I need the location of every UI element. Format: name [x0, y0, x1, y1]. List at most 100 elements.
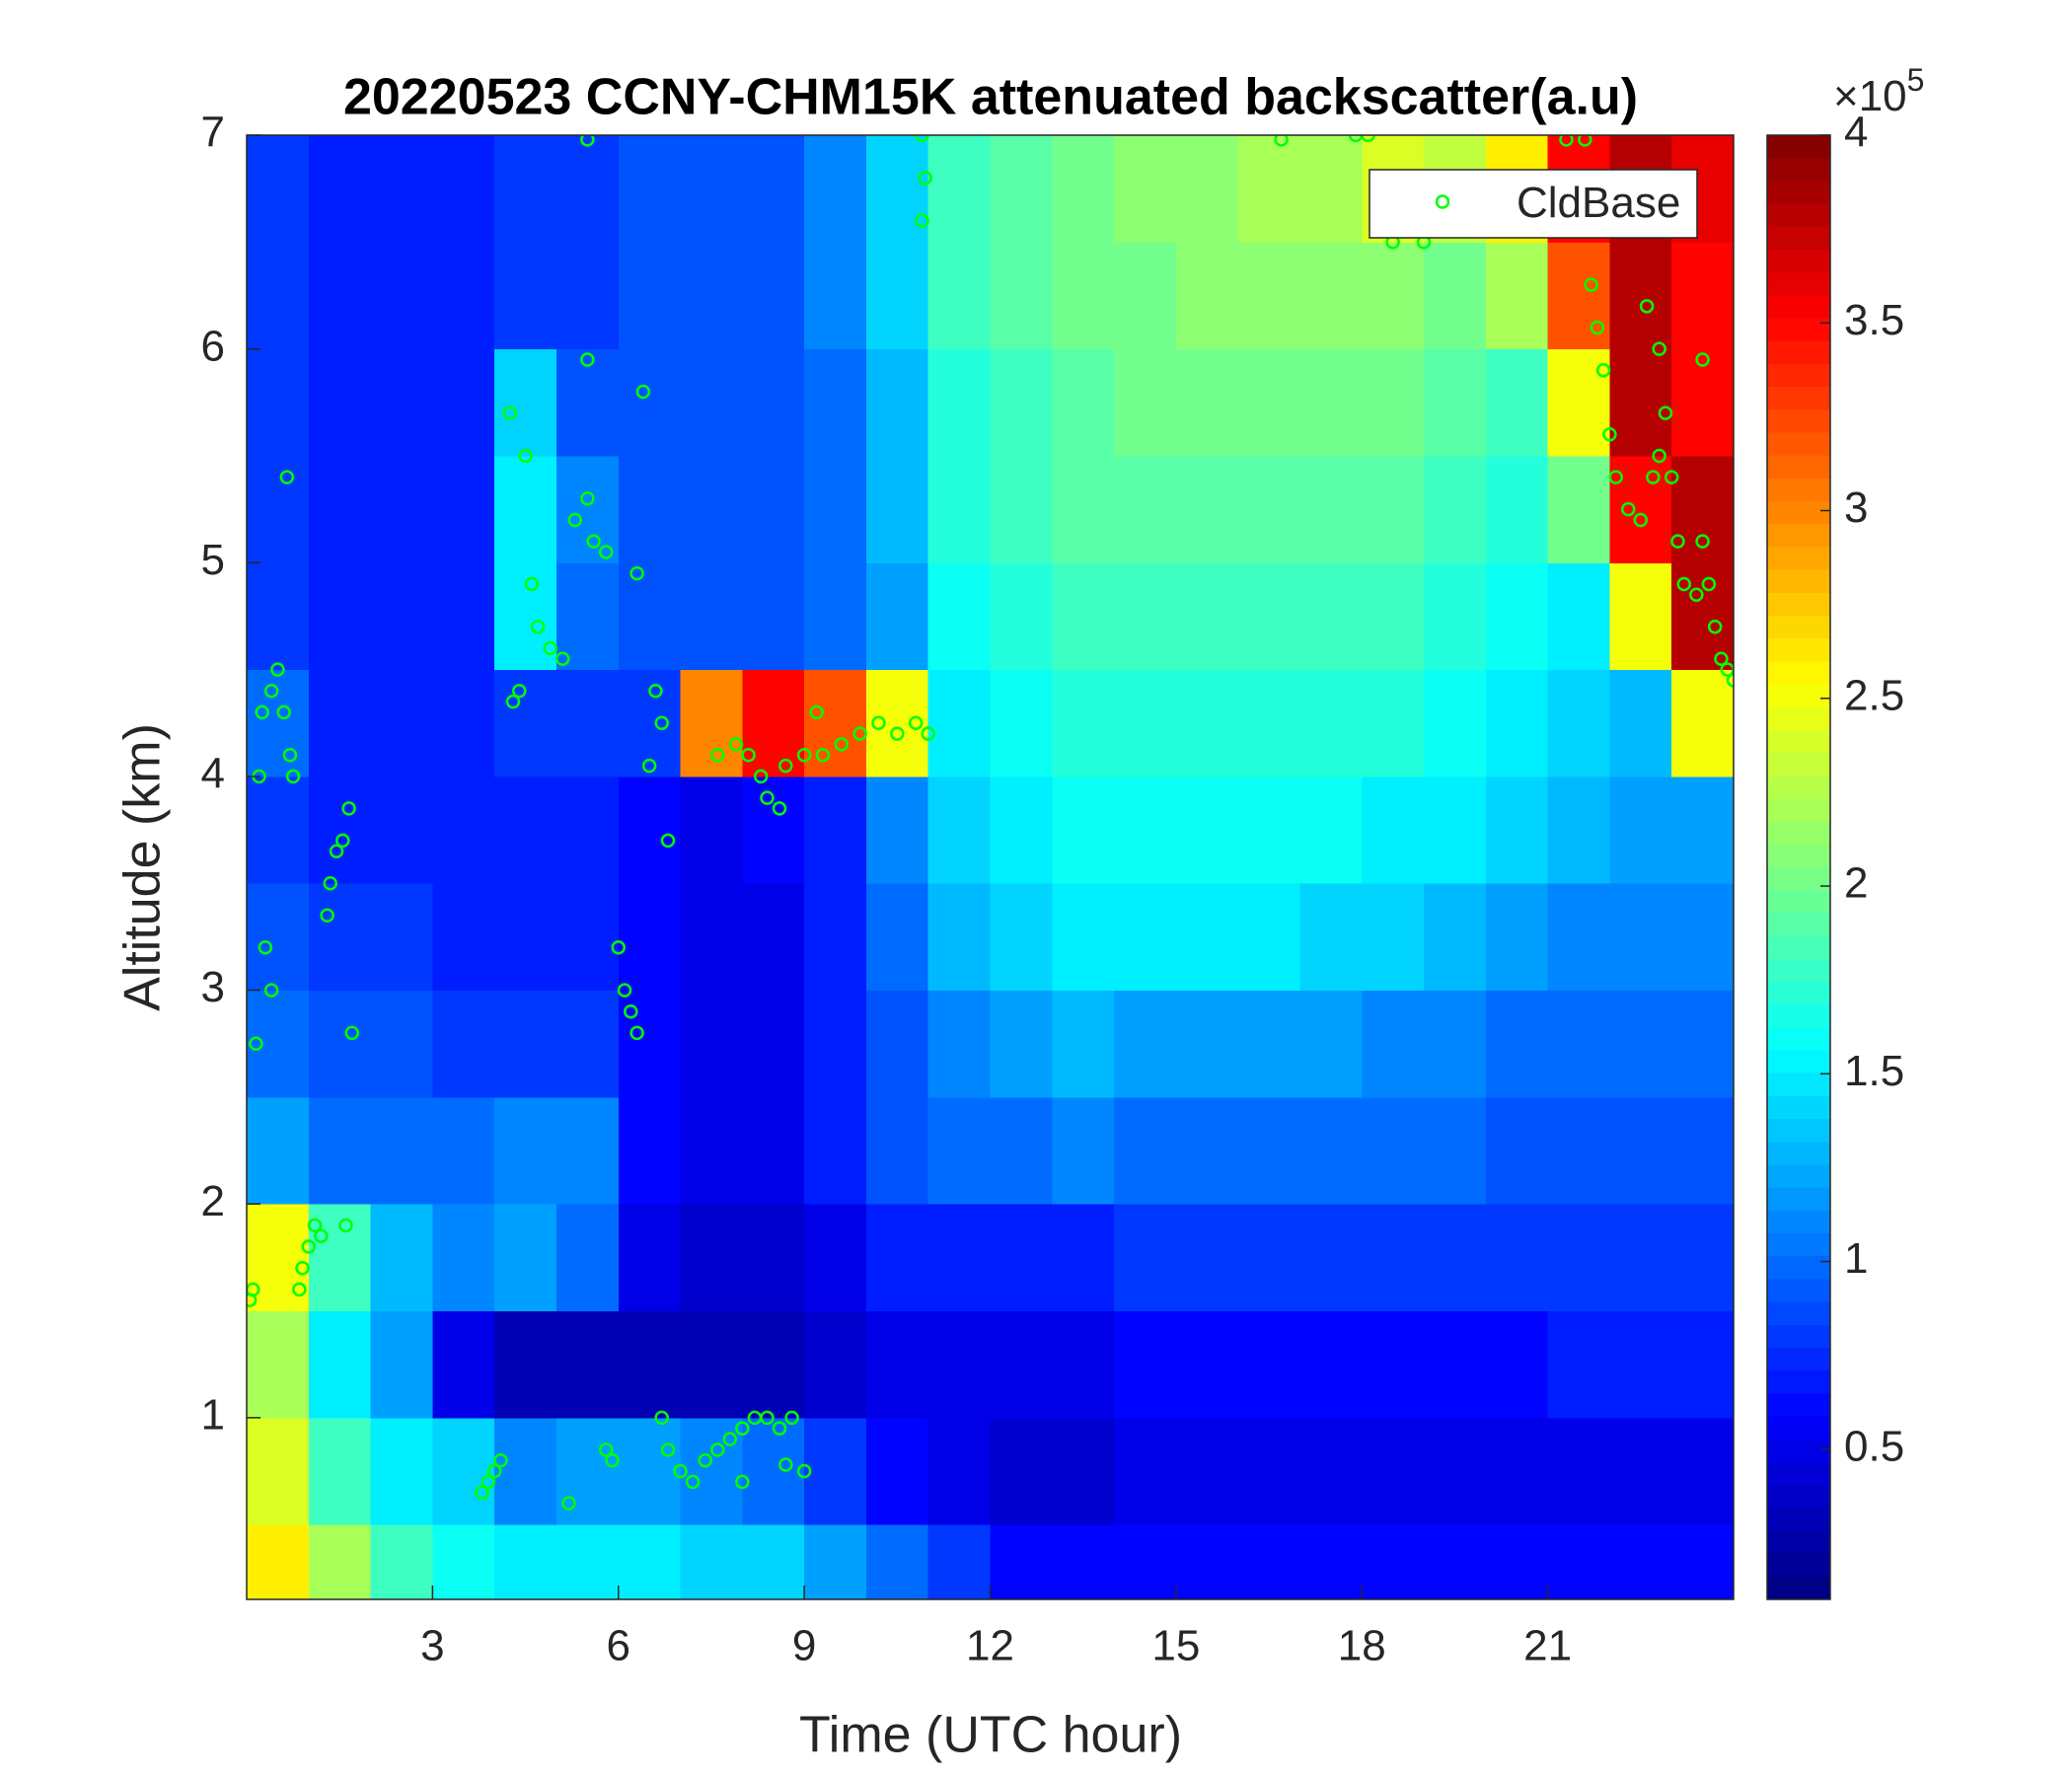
cloud-base-point [580, 491, 595, 506]
heatmap-cell [1362, 990, 1425, 1098]
cloud-base-point [1695, 352, 1710, 367]
colorbar-step [1767, 1233, 1830, 1257]
heatmap-cell [432, 1310, 495, 1419]
x-tick-label: 12 [966, 1622, 1014, 1670]
heatmap-cell [804, 1524, 867, 1599]
colorbar-frame [1766, 134, 1831, 1600]
heatmap-cell [308, 1524, 372, 1599]
heatmap-cell [1424, 1096, 1487, 1205]
heatmap-cell [804, 348, 867, 457]
y-tick-label: 2 [201, 1177, 225, 1225]
heatmap-cell [370, 669, 433, 777]
heatmap-cell [494, 1524, 557, 1599]
heatmap-cell [865, 242, 929, 350]
cloud-base-point [921, 726, 935, 741]
cloud-base-point [1633, 512, 1649, 528]
heatmap-cell [618, 776, 682, 884]
heatmap-cell [927, 669, 991, 777]
cloud-base-point [709, 1443, 725, 1457]
heatmap-cell [1175, 776, 1239, 884]
heatmap-cell [555, 348, 620, 457]
heatmap-cell [555, 1417, 620, 1525]
heatmap-cell [1237, 1204, 1300, 1312]
heatmap-cell [432, 242, 495, 350]
colorbar-tick-label: 1 [1844, 1234, 1868, 1283]
cloud-base-point [263, 684, 279, 699]
colorbar-step [1767, 547, 1830, 571]
heatmap-cell [432, 776, 495, 884]
y-axis-label: Altitude (km) [114, 723, 172, 1011]
heatmap-cell [742, 348, 805, 457]
heatmap-cell [618, 562, 682, 671]
heatmap-cell [1175, 669, 1239, 777]
cloud-base-point [524, 576, 540, 592]
heatmap-cell [1362, 455, 1425, 563]
heatmap-cell [804, 1417, 867, 1525]
cloud-base-point [760, 1410, 775, 1426]
cloud-base-point [908, 715, 924, 731]
heatmap-cell [680, 883, 743, 992]
colorbar-step [1767, 776, 1830, 800]
heatmap-cell [680, 1096, 743, 1205]
colorbar-step [1767, 981, 1830, 1005]
heatmap-cell [494, 990, 557, 1098]
colorbar-step [1767, 1004, 1830, 1028]
heatmap-cell [1424, 883, 1487, 992]
cloud-base-point [890, 726, 905, 741]
colorbar-step [1767, 753, 1830, 777]
colorbar-step [1767, 318, 1830, 342]
colorbar-step [1767, 455, 1830, 480]
heatmap-cell [1671, 669, 1734, 777]
colorbar-step [1767, 203, 1830, 228]
heatmap-cell [308, 348, 372, 457]
colorbar-step [1767, 706, 1830, 731]
heatmap-cell [308, 669, 372, 777]
colorbar-step [1767, 1301, 1830, 1326]
heatmap-cell [247, 1524, 310, 1599]
cloud-base-point [1676, 576, 1692, 592]
heatmap-cell [1609, 1096, 1672, 1205]
heatmap-cell [1485, 1096, 1549, 1205]
heatmap-cell [1671, 1096, 1734, 1205]
colorbar-step [1767, 729, 1830, 754]
heatmap-cell [1052, 1524, 1115, 1599]
heatmap-cell [804, 883, 867, 992]
heatmap-cell [865, 1204, 929, 1312]
heatmap-cell [1175, 562, 1239, 671]
colorbar-step [1767, 1095, 1830, 1120]
cloud-base-point [1670, 534, 1685, 549]
cloud-base-point [301, 1239, 317, 1254]
cloud-base-point [760, 790, 775, 805]
heatmap-cell [1671, 1204, 1734, 1312]
heatmap-cell [1299, 776, 1363, 884]
heatmap-cell [927, 776, 991, 884]
heatmap-cell [680, 455, 743, 563]
heatmap-cell [742, 1310, 805, 1419]
cloud-base-point [1695, 534, 1710, 549]
x-tick-label: 6 [607, 1622, 630, 1670]
colorbar-step [1767, 638, 1830, 662]
heatmap-cell [680, 1310, 743, 1419]
heatmap-cell [370, 1204, 433, 1312]
heatmap-cell [927, 883, 991, 992]
colorbar-step [1767, 181, 1830, 205]
cloud-base-point [481, 1474, 496, 1490]
heatmap-cell [618, 348, 682, 457]
heatmap-cell [990, 455, 1053, 563]
heatmap-cell [308, 1310, 372, 1419]
legend-marker [1435, 194, 1450, 209]
heatmap-cell [494, 669, 557, 777]
heatmap-cell [804, 776, 867, 884]
heatmap-cell [1114, 1204, 1177, 1312]
colorbar-step [1767, 1324, 1830, 1349]
cloud-base-point [263, 983, 279, 998]
legend: CldBase [1369, 169, 1698, 239]
heatmap-cell [990, 1417, 1053, 1525]
cloud-base-point [307, 1218, 323, 1233]
heatmap-cell [1114, 776, 1177, 884]
colorbar-step [1767, 1119, 1830, 1143]
heatmap-cell [1052, 990, 1115, 1098]
heatmap-cell [742, 1096, 805, 1205]
heatmap-cell [1052, 135, 1115, 243]
heatmap-cell [1299, 1310, 1363, 1419]
